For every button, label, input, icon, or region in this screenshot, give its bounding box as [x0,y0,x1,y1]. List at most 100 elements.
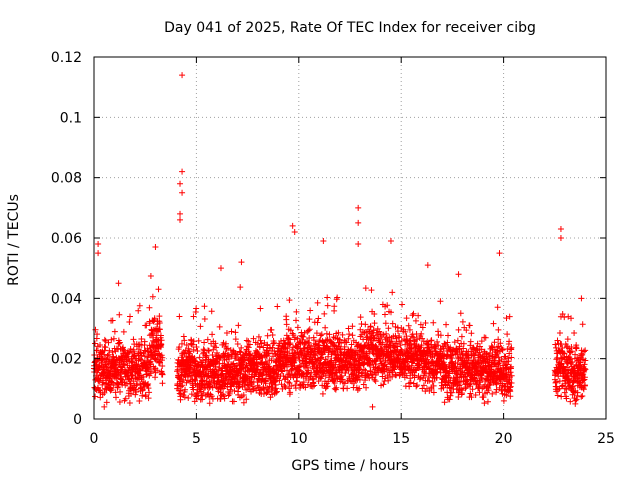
roti-point [188,391,195,398]
roti-point [508,372,515,379]
roti-point [106,347,113,354]
roti-point [508,363,515,370]
roti-point [372,342,379,349]
roti-point [349,332,356,339]
roti-point [355,204,362,211]
roti-point [217,265,224,272]
roti-point [317,332,324,339]
roti-point [143,322,150,329]
roti-point [412,317,419,324]
roti-point [370,332,377,339]
roti-point [206,400,213,407]
roti-point [459,318,466,325]
roti-point [304,338,311,345]
roti-point [323,330,330,337]
roti-point [360,349,367,356]
roti-point [243,361,250,368]
roti-point [159,363,166,370]
roti-point [356,376,363,383]
roti-point [183,342,190,349]
roti-point [475,384,482,391]
roti-point [110,365,117,372]
roti-point [389,320,396,327]
roti-point [205,356,212,363]
roti-point [507,383,514,390]
grid-lines [94,57,606,419]
roti-point [302,384,309,391]
roti-point [250,386,257,393]
roti-point [181,394,188,401]
roti-point [127,345,134,352]
x-tick-label: 10 [290,431,308,447]
roti-point [478,359,485,366]
y-tick-labels: 0 0.02 0.04 0.06 0.08 0.1 0.12 [51,50,82,428]
roti-point [505,358,512,365]
roti-point [356,385,363,392]
roti-point [581,365,588,372]
roti-point [223,345,230,352]
roti-point [467,338,474,345]
roti-point [209,331,216,338]
x-tick-labels: 0 5 10 15 20 25 [90,431,615,447]
roti-point [345,335,352,342]
roti-point [189,341,196,348]
roti-point [92,326,99,333]
roti-point [506,313,513,320]
roti-point [181,337,188,344]
roti-point [338,339,345,346]
roti-point [578,295,585,302]
roti-point [263,390,270,397]
roti-point [348,341,355,348]
roti-point [246,351,253,358]
roti-point [339,331,346,338]
roti-point [564,360,571,367]
roti-point [371,376,378,383]
roti-point [135,307,142,314]
roti-point [96,386,103,393]
roti-point [415,312,422,319]
roti-point [413,336,420,343]
roti-point [94,331,101,338]
roti-point [293,317,300,324]
roti-point [300,333,307,340]
roti-point [179,72,186,79]
roti-point [558,383,565,390]
roti-point [156,319,163,326]
roti-point [285,335,292,342]
roti-point [324,294,331,301]
roti-point [255,366,262,373]
roti-point [116,339,123,346]
roti-point [322,372,329,379]
roti-point [104,352,111,359]
roti-point [286,341,293,348]
roti-point [331,385,338,392]
roti-point [334,294,341,301]
roti-point [212,340,219,347]
roti-point [406,326,413,333]
roti-point [179,382,186,389]
roti-point [490,320,497,327]
roti-point [286,336,293,343]
roti-point [367,324,374,331]
roti-point [284,349,291,356]
roti-point [395,328,402,335]
roti-point [389,373,396,380]
roti-point [213,344,220,351]
roti-point [480,394,487,401]
roti-point [93,347,100,354]
roti-point [305,377,312,384]
roti-point [451,339,458,346]
roti-point [556,378,563,385]
roti-point [460,345,467,352]
roti-point [325,346,332,353]
roti-point [506,338,513,345]
roti-point [447,377,454,384]
roti-point [459,387,466,394]
roti-point [402,328,409,335]
roti-point [407,379,414,386]
roti-point [496,250,503,257]
roti-point [302,352,309,359]
roti-point [440,384,447,391]
roti-point [185,345,192,352]
roti-point [495,360,502,367]
